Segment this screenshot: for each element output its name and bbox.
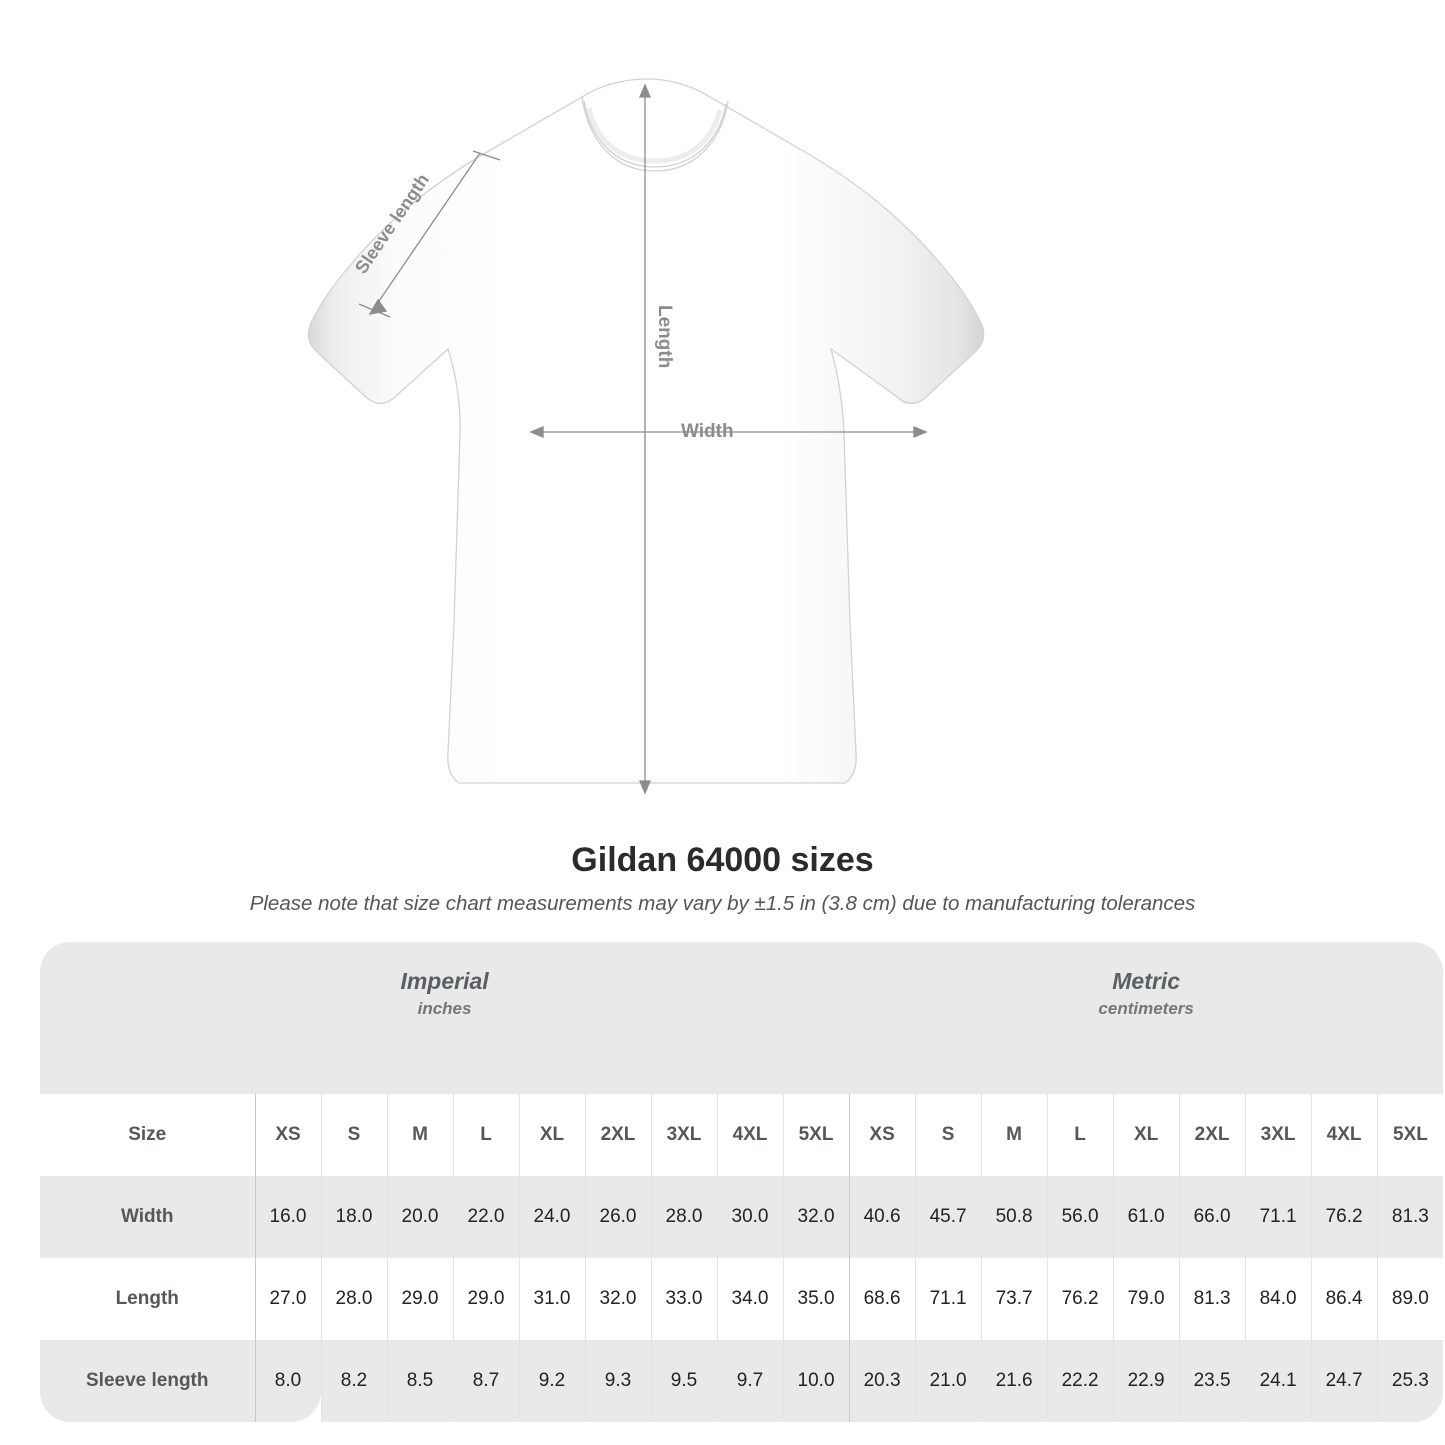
svg-text:Length: Length — [654, 305, 675, 368]
svg-text:Width: Width — [681, 421, 734, 442]
